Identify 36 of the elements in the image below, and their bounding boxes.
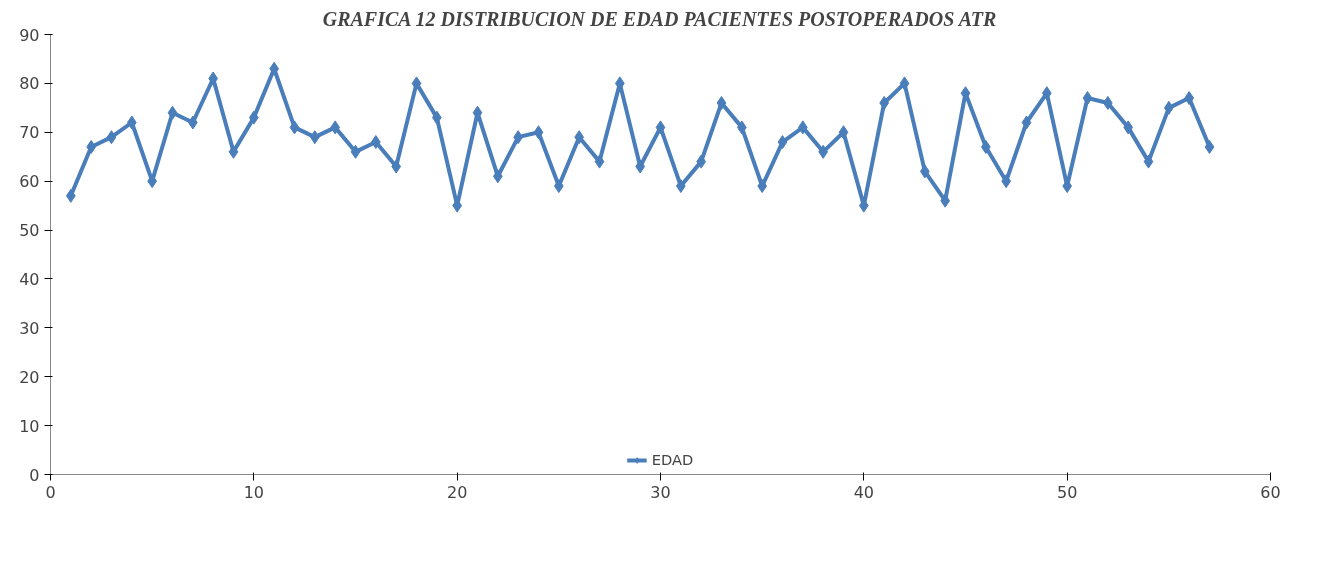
y-tick-label: 60 [19, 172, 40, 192]
point [167, 105, 178, 120]
y-tick-label: 20 [19, 367, 40, 387]
y-tick-label: 0 [29, 465, 40, 485]
point [411, 76, 422, 91]
point [228, 144, 239, 159]
point [716, 95, 727, 110]
point [777, 135, 788, 150]
x-tick-label: 0 [45, 482, 56, 502]
point [594, 154, 605, 169]
point [1143, 154, 1154, 169]
point [533, 125, 544, 140]
x-tick-label: 30 [650, 482, 671, 502]
x-tick-label: 10 [243, 482, 265, 502]
point [1021, 115, 1032, 130]
x-tick-label: 50 [1056, 482, 1078, 502]
y-tick-label: 80 [19, 74, 40, 94]
x-tick-label: 40 [853, 482, 875, 502]
chart-title: GRAFICA 12 DISTRIBUCION DE EDAD PACIENTES POSTOPERADOS ATR [322, 7, 997, 30]
legend-label: EDAD [651, 451, 694, 468]
point [1082, 91, 1093, 106]
x-tick-label: 60 [1260, 482, 1281, 502]
point [899, 76, 910, 91]
y-tick-label: 90 [19, 25, 40, 45]
point [1204, 139, 1215, 154]
point [350, 144, 361, 159]
y-tick-label: 10 [19, 416, 40, 436]
y-tick-label: 40 [19, 269, 40, 289]
y-tick-label: 30 [19, 318, 40, 338]
y-tick-label: 70 [19, 123, 40, 143]
point [289, 120, 300, 135]
point [106, 130, 117, 145]
y-tick-label: 50 [19, 221, 40, 241]
point [838, 125, 849, 140]
x-tick-label: 20 [446, 482, 468, 502]
point [655, 120, 666, 135]
